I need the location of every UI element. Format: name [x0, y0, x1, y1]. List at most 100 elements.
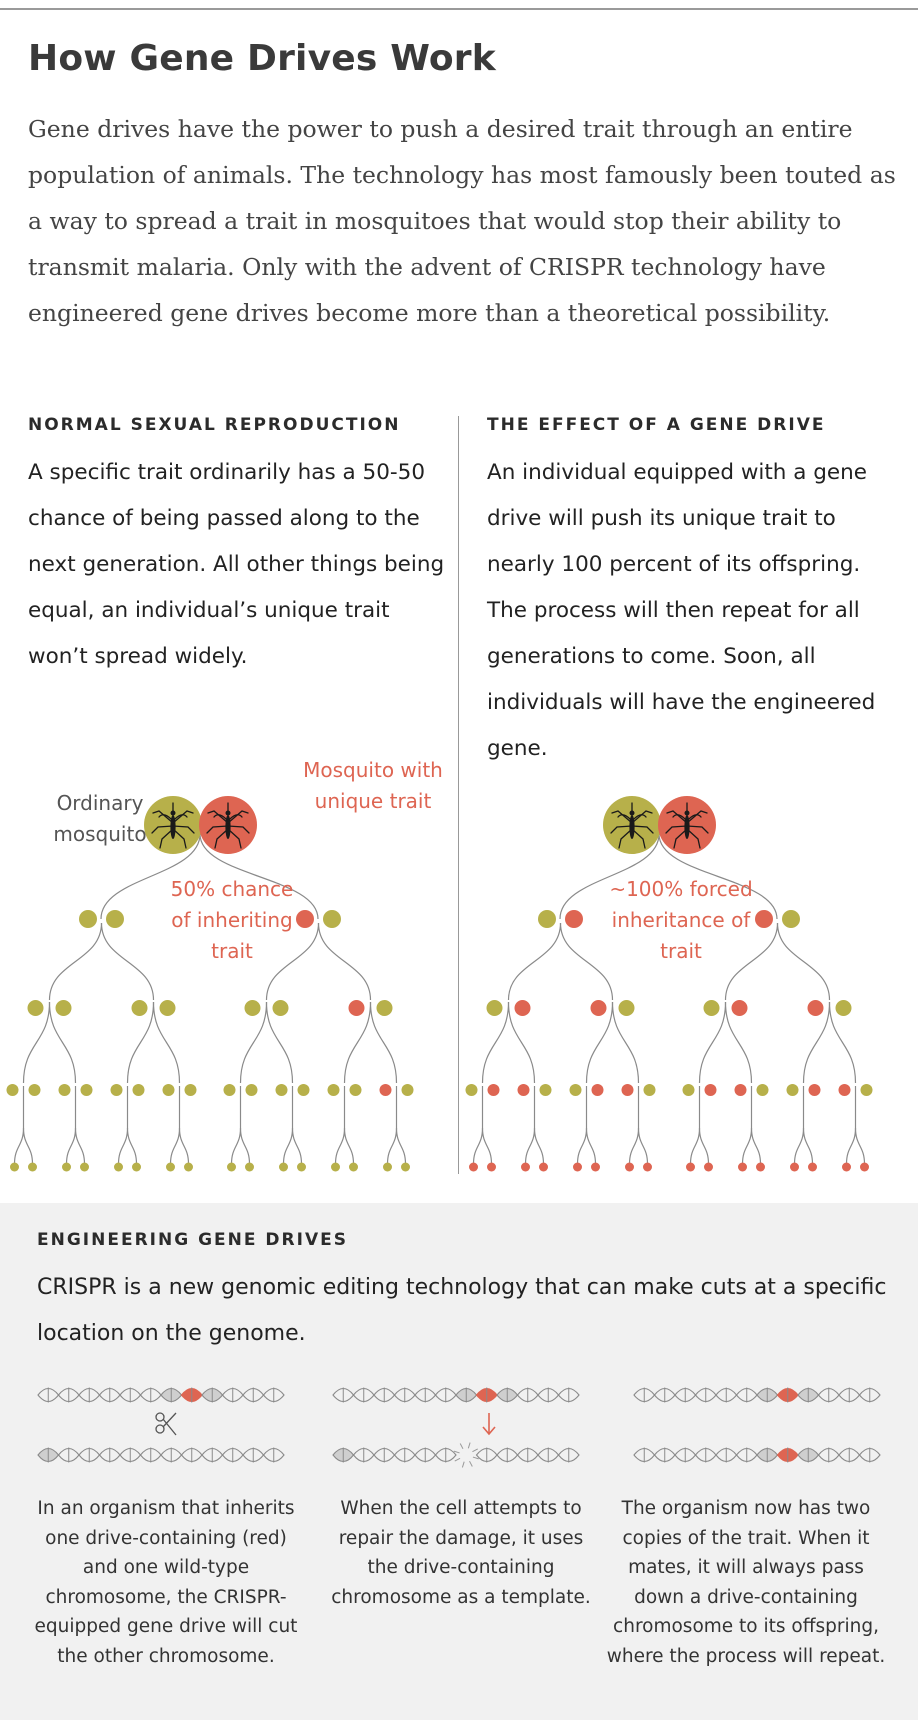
lineage-line: [689, 1127, 701, 1165]
lineage-line: [802, 1127, 814, 1165]
label-ordinary-mosquito: Ordinary mosquito: [53, 791, 147, 846]
lineage-line: [507, 922, 562, 1001]
mosquito-leg: [631, 810, 653, 824]
generation-4-individual: [184, 1162, 193, 1172]
mosquito-leg: [151, 825, 174, 834]
normal-text: A specific trait ordinarily has a 50-50 …: [28, 460, 445, 669]
generation-4-individual: [756, 1162, 765, 1172]
generation-3-individual: [6, 1084, 19, 1096]
lineage-line: [611, 1001, 640, 1084]
cut-mark: [467, 1442, 471, 1449]
mosquito-leg: [214, 828, 229, 849]
generation-3-individual: [838, 1084, 851, 1096]
scissors-blade: [162, 1412, 177, 1428]
chromosome-pairs: [37, 1387, 881, 1468]
chromosome-strand: [633, 1447, 881, 1463]
lineage-line: [395, 1127, 407, 1165]
dna-segment: [262, 1387, 285, 1403]
mosquito-leg: [611, 810, 633, 824]
lineage-line: [524, 1127, 536, 1165]
generation-3-individual: [860, 1084, 873, 1096]
generation-3-individual: [379, 1084, 392, 1096]
mosquito-leg: [227, 810, 249, 824]
mosquito-body: [629, 815, 635, 839]
lineage-line: [576, 1127, 588, 1165]
mosquito-head: [170, 810, 176, 816]
lineage-line: [481, 1127, 493, 1165]
dna-segment: [262, 1447, 285, 1463]
lineage-line: [230, 1127, 242, 1165]
gene-drive-inheritance-tree: [465, 796, 873, 1172]
generation-3-individual: [162, 1084, 175, 1096]
dna-segment: [858, 1447, 881, 1463]
dna-segment: [434, 1447, 457, 1463]
arrow-down-icon: [482, 1413, 496, 1436]
chromosome-strand: [37, 1447, 285, 1463]
chromosome-strand: [633, 1387, 881, 1403]
cut-mark: [453, 1450, 460, 1454]
generation-4-individual: [643, 1162, 652, 1172]
mosquito-wing: [631, 814, 647, 822]
mosquito-wing: [158, 814, 174, 822]
engineering-text: CRISPR is a new genomic editing technolo…: [37, 1275, 887, 1346]
generation-1-individual: [565, 910, 583, 928]
generation-1-individual: [79, 910, 97, 928]
lineage-line: [533, 1127, 545, 1165]
generation-4-individual: [704, 1162, 713, 1172]
mosquito-leg: [631, 825, 654, 834]
generation-3-individual: [591, 1084, 604, 1096]
label-forced-inheritance: ~100% forced inheritance of trait: [609, 877, 753, 963]
lineage-line: [74, 1127, 86, 1165]
generation-2-individual: [703, 1000, 720, 1016]
chromosome-strand: [332, 1387, 580, 1403]
mosquito-head: [629, 810, 635, 816]
generation-3-individual: [621, 1084, 634, 1096]
lineage-line: [291, 1127, 303, 1165]
arrow-head: [482, 1426, 496, 1436]
top-rule: [0, 8, 918, 10]
generation-4-individual: [132, 1162, 141, 1172]
generation-4-individual: [227, 1162, 236, 1172]
generation-4-individual: [860, 1162, 869, 1172]
generation-4-individual: [383, 1162, 392, 1172]
label-50-percent-chance: 50% chance of inheriting trait: [170, 877, 294, 963]
generation-4-individual: [591, 1162, 600, 1172]
generation-4-individual: [469, 1162, 478, 1172]
mosquito-leg: [227, 828, 242, 849]
generation-3-individual: [682, 1084, 695, 1096]
mosquito-body: [225, 815, 231, 839]
generation-1-individual: [106, 910, 124, 928]
lineage-line: [507, 1001, 536, 1084]
lineage-line: [628, 1127, 640, 1165]
lineage-line: [199, 833, 319, 920]
lineage-line: [386, 1127, 398, 1165]
mosquito-icon: [665, 802, 709, 849]
generation-3-individual: [487, 1084, 500, 1096]
engineering-heading: ENGINEERING GENE DRIVES: [37, 1230, 348, 1250]
lineage-line: [585, 1127, 597, 1165]
normal-heading: NORMAL SEXUAL REPRODUCTION: [28, 415, 401, 435]
cut-mark: [472, 1456, 479, 1460]
lineage-line: [343, 1127, 355, 1165]
generation-4-individual: [808, 1162, 817, 1172]
scissors-handle: [155, 1424, 165, 1434]
mosquito-wing: [672, 814, 688, 822]
generation-1-individual: [782, 910, 800, 928]
scissors-icon: [155, 1412, 177, 1436]
generation-4-individual: [738, 1162, 747, 1172]
generation-4-individual: [790, 1162, 799, 1172]
lineage-line: [48, 1001, 77, 1084]
generation-2-individual: [376, 1000, 393, 1016]
lineage-line: [22, 1127, 34, 1165]
lineage-line: [559, 833, 660, 920]
generation-2-individual: [348, 1000, 365, 1016]
scissors-blade: [162, 1418, 177, 1436]
generation-3-individual: [756, 1084, 769, 1096]
generation-4-individual: [842, 1162, 851, 1172]
scissors-handle: [155, 1412, 165, 1422]
lineage-line: [658, 833, 778, 920]
cut-mark: [472, 1448, 478, 1453]
lineage-line: [724, 1001, 753, 1084]
generation-3-individual: [808, 1084, 821, 1096]
mosquito-leg: [227, 825, 250, 834]
